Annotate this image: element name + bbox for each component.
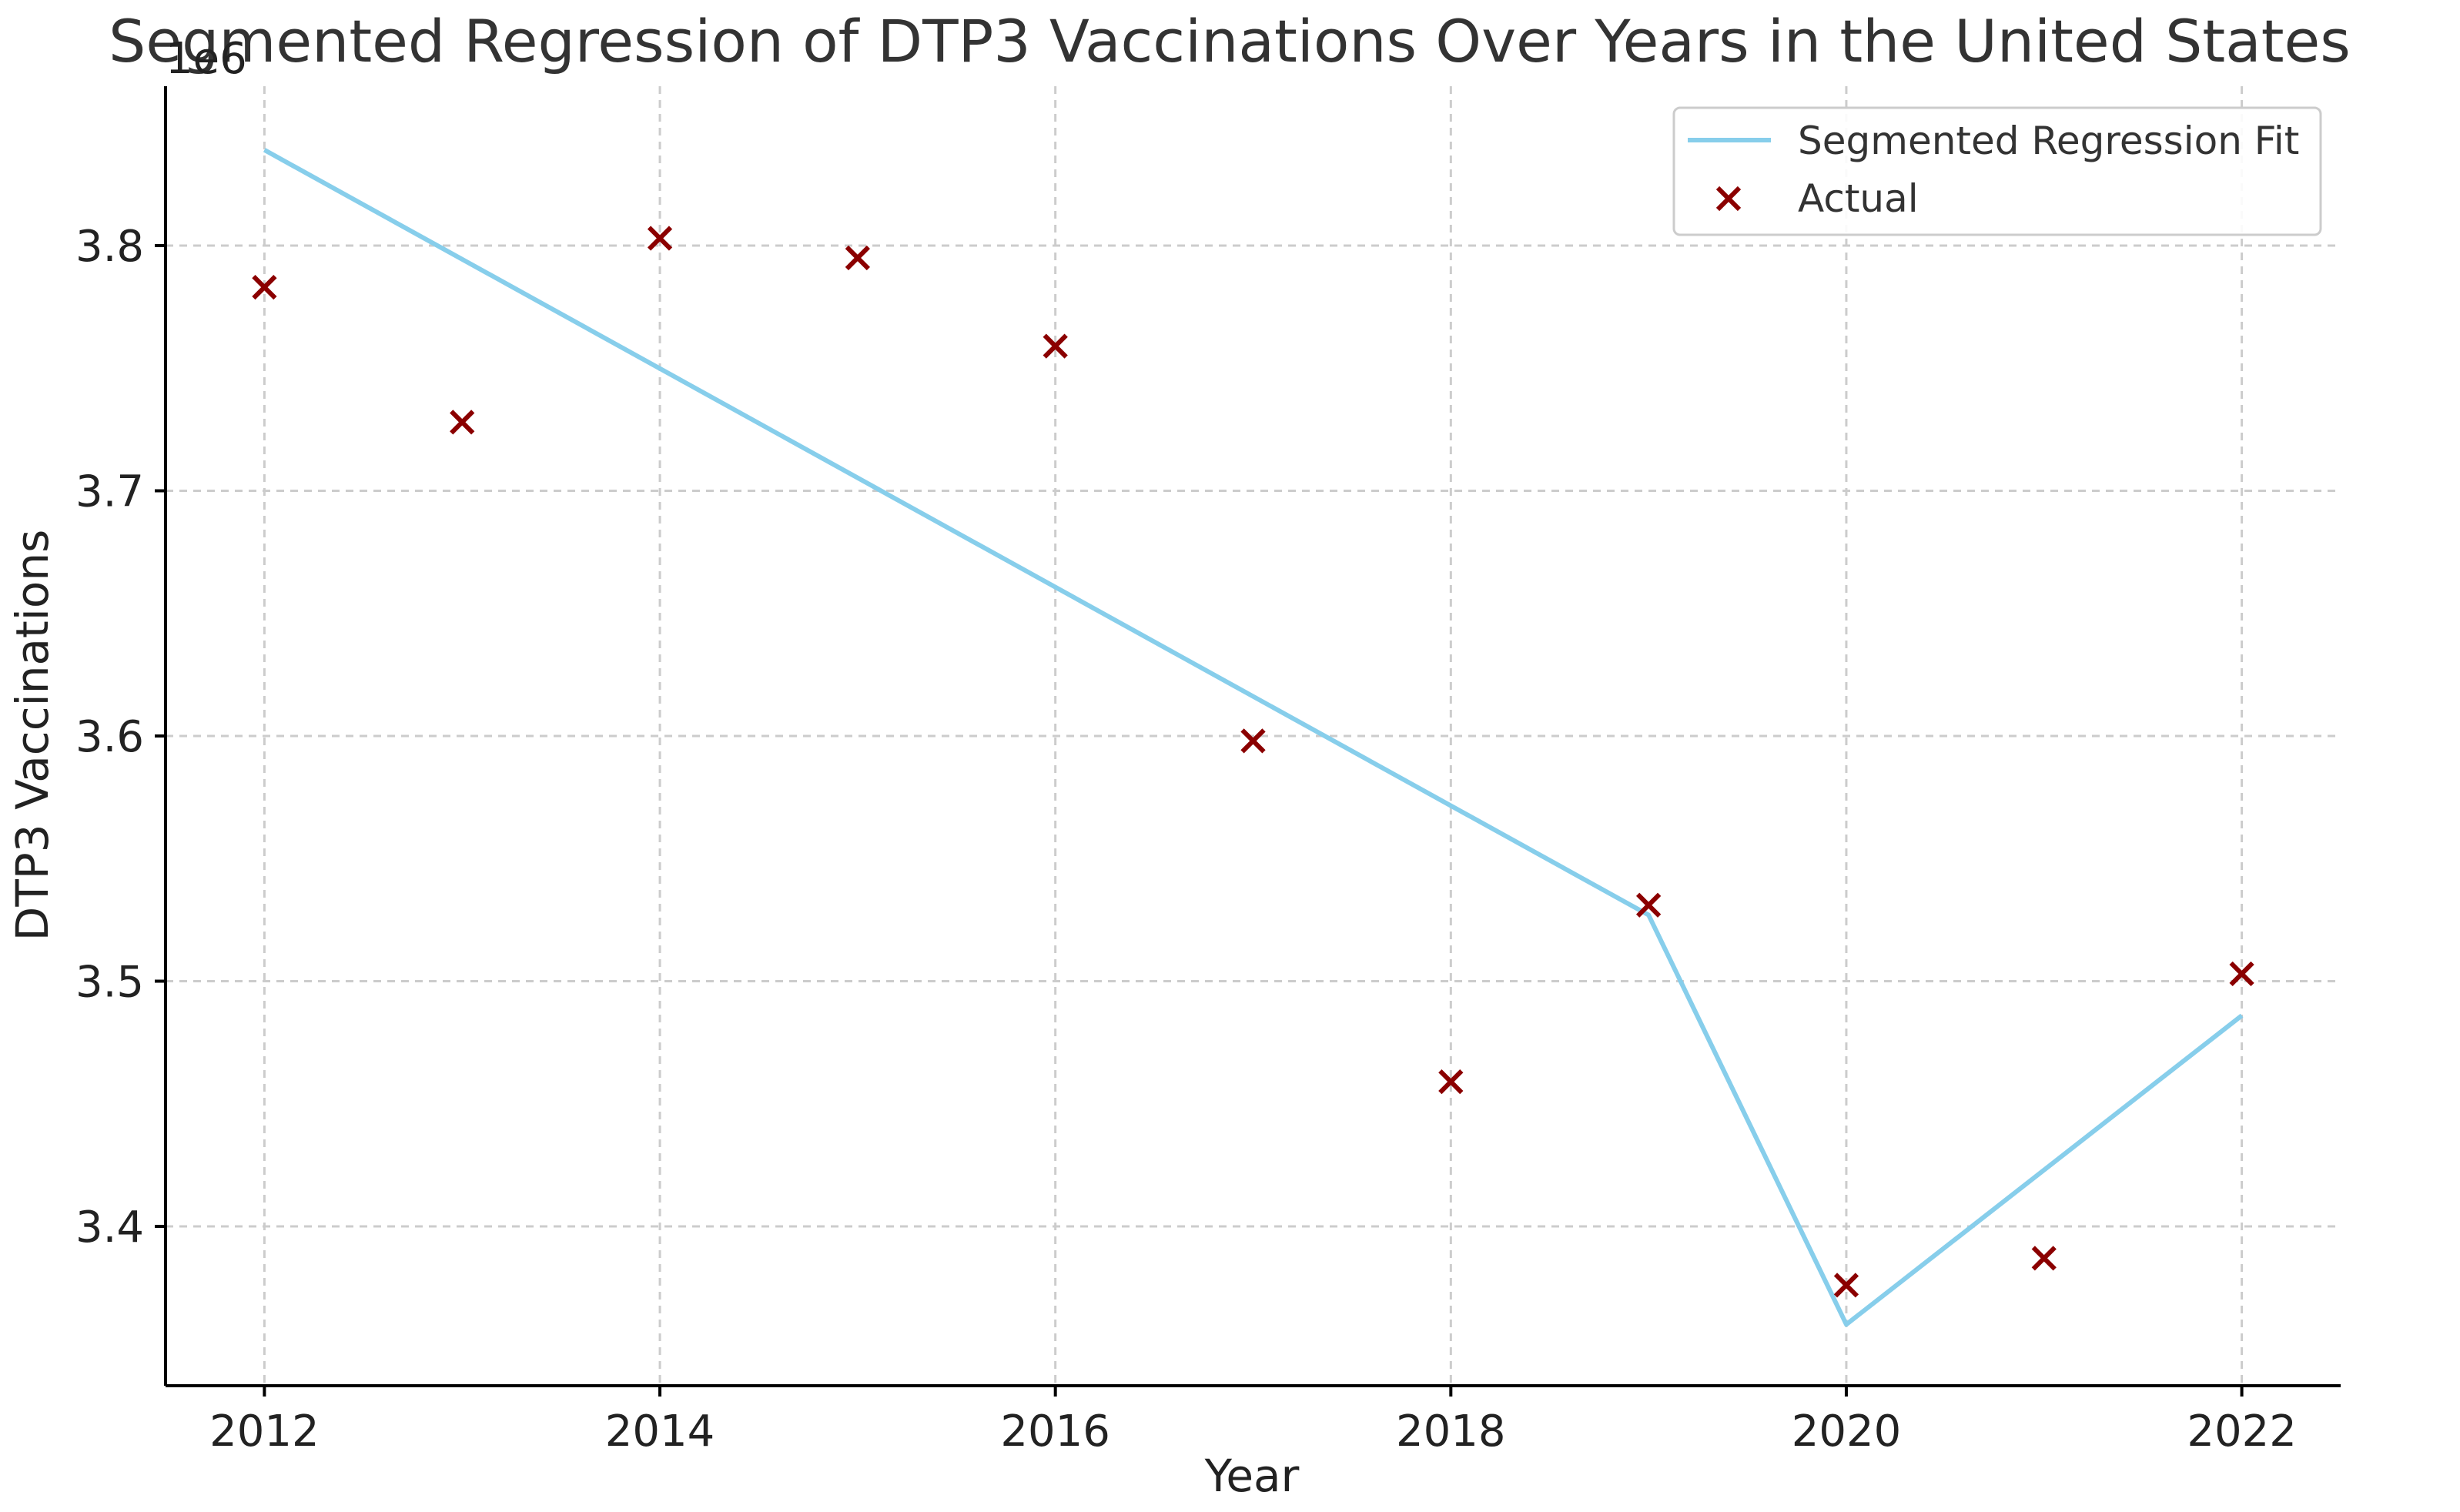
actual-point-2019 <box>1636 892 1662 918</box>
chart-title: Segmented Regression of DTP3 Vaccination… <box>109 7 2351 75</box>
actual-point-stroke <box>450 410 475 435</box>
legend: Segmented Regression Fit Actual <box>1672 106 2322 236</box>
y-offset-label: 1e6 <box>166 34 247 84</box>
actual-point-stroke <box>252 275 277 300</box>
actual-point-2016 <box>1043 333 1068 359</box>
legend-actual-label: Actual <box>1798 176 1919 221</box>
actual-point-2021 <box>2031 1246 2057 1271</box>
x-axis-ticks: 2012 2014 2016 2018 2020 2022 <box>209 1386 2297 1457</box>
actual-point-2013 <box>450 410 475 435</box>
x-tick-label-2012: 2012 <box>209 1407 320 1457</box>
actual-point-2020 <box>1833 1273 1859 1298</box>
fit-line <box>263 148 2244 1327</box>
plot-series <box>252 148 2254 1327</box>
legend-actual-swatch <box>1715 186 1742 212</box>
y-tick-label-3.4: 3.4 <box>75 1203 144 1253</box>
y-axis-label: DTP3 Vaccinations <box>6 530 59 942</box>
actual-point-stroke <box>2229 961 2254 987</box>
y-tick-label-3.8: 3.8 <box>75 222 144 272</box>
x-tick-label-2014: 2014 <box>605 1407 715 1457</box>
x-tick-label-2016: 2016 <box>1000 1407 1110 1457</box>
x-tick-label-2020: 2020 <box>1792 1407 1902 1457</box>
actual-point-stroke <box>647 226 673 251</box>
actual-point-stroke <box>1043 333 1068 359</box>
y-tick-label-3.6: 3.6 <box>75 712 144 762</box>
actual-point-stroke <box>2031 1246 2057 1271</box>
actual-point-2012 <box>252 275 277 300</box>
legend-fit-label: Segmented Regression Fit <box>1798 119 2299 163</box>
legend-x-stroke <box>1715 186 1742 212</box>
y-tick-label-3.5: 3.5 <box>75 957 144 1007</box>
y-axis-ticks: 3.4 3.5 3.6 3.7 3.8 <box>75 222 166 1253</box>
grid <box>166 86 2341 1386</box>
actual-point-2014 <box>647 226 673 251</box>
actual-point-stroke <box>1636 892 1662 918</box>
x-axis-label: Year <box>1204 1450 1300 1502</box>
y-tick-label-3.7: 3.7 <box>75 467 144 517</box>
actual-point-stroke <box>845 245 870 271</box>
x-tick-label-2018: 2018 <box>1396 1407 1506 1457</box>
actual-point-stroke <box>1438 1069 1464 1095</box>
x-tick-label-2022: 2022 <box>2187 1407 2297 1457</box>
actual-point-2017 <box>1240 728 1266 754</box>
actual-point-2022 <box>2229 961 2254 987</box>
actual-point-2018 <box>1438 1069 1464 1095</box>
actual-point-stroke <box>1240 728 1266 754</box>
actual-point-stroke <box>1833 1273 1859 1298</box>
legend-box <box>1672 106 2322 236</box>
actual-point-2015 <box>845 245 870 271</box>
